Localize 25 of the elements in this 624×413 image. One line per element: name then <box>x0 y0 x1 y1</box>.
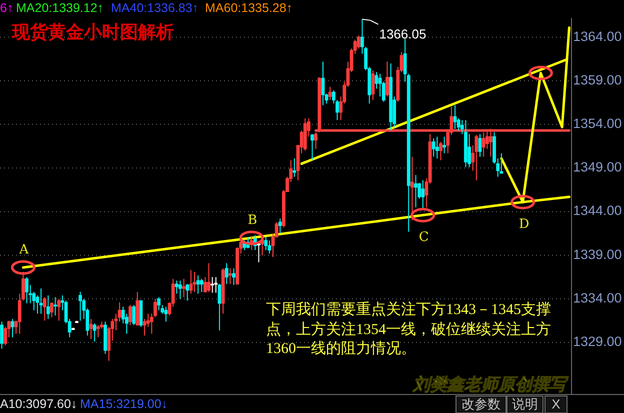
y-tick-label: 1349.00 <box>573 160 622 175</box>
text: 改参数 <box>462 396 500 412</box>
y-tick-label: 1329.00 <box>573 334 622 350</box>
annotation: B <box>248 212 258 228</box>
annotation: D <box>518 217 530 232</box>
y-tick-label: 1354.00 <box>573 116 622 131</box>
text: MA20:1339.12↑ <box>16 1 104 15</box>
y-tick-label: 1364.00 <box>573 28 622 44</box>
annotation: 1366.05 <box>379 26 426 42</box>
text: MA40:1336.83↑ <box>111 1 199 15</box>
y-tick-label: 1334.00 <box>573 290 622 306</box>
y-tick-label: 1339.00 <box>573 246 622 262</box>
text: MA60:1335.28↑ <box>205 1 293 15</box>
annotation: C <box>418 230 429 246</box>
y-tick-label: 1359.00 <box>573 72 622 88</box>
text: MA15:3219.00↓ <box>80 397 168 411</box>
y-tick-label: 1344.00 <box>573 203 622 218</box>
text: 6↑ <box>0 1 14 15</box>
text: 说明 <box>512 396 538 412</box>
annotation: A <box>18 242 30 258</box>
text: X <box>552 396 561 412</box>
annotation: 刘樊鑫老师原创撰写 <box>412 375 569 395</box>
text: A10:3097.60↓ <box>0 397 78 411</box>
chart-title: 现货黄金小时图解析 <box>11 22 174 43</box>
annotation: 下周我们需要重点关注下方1343－1345支撑点，上方关注1354一线，破位继续关注上方1360一线的阻力情况。 <box>266 301 552 359</box>
